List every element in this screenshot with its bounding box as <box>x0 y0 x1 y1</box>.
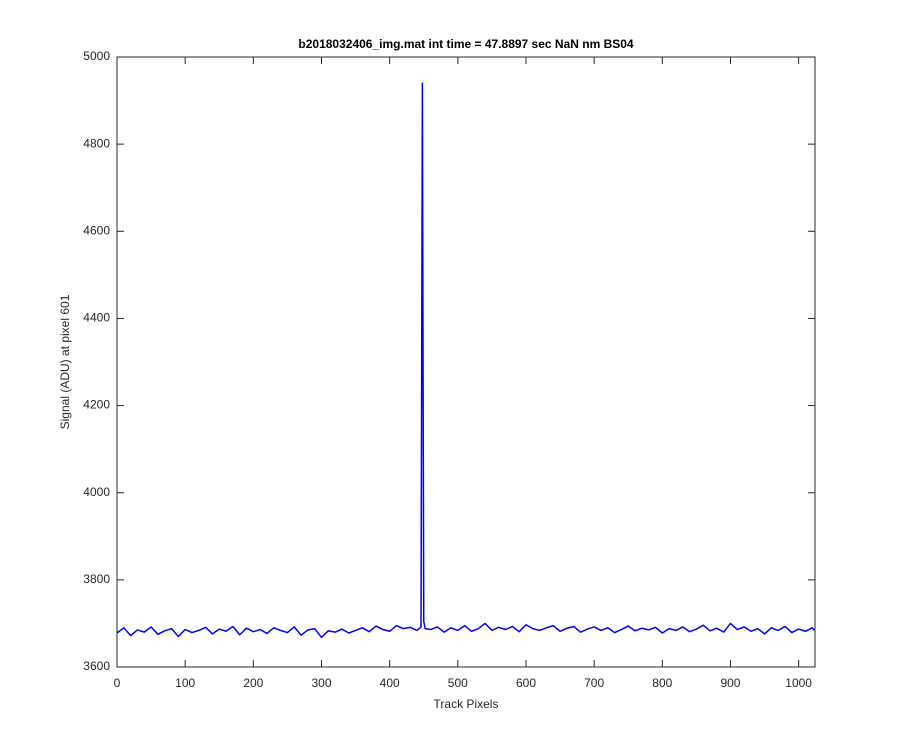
x-tick-label: 0 <box>114 676 121 690</box>
x-axis-label: Track Pixels <box>434 697 499 711</box>
x-tick-label: 700 <box>584 676 604 690</box>
x-tick-label: 500 <box>448 676 468 690</box>
y-tick-label: 4800 <box>83 136 110 150</box>
x-tick-label: 100 <box>175 676 195 690</box>
y-axis-label: Signal (ADU) at pixel 601 <box>58 294 72 429</box>
chart-title: b2018032406_img.mat int time = 47.8897 s… <box>298 37 634 51</box>
x-tick-label: 900 <box>720 676 740 690</box>
y-tick-label: 4200 <box>83 398 110 412</box>
x-tick-label: 200 <box>243 676 263 690</box>
y-tick-label: 4000 <box>83 485 110 499</box>
x-tick-label: 300 <box>311 676 331 690</box>
x-tick-label: 600 <box>516 676 536 690</box>
x-tick-label: 1000 <box>785 676 812 690</box>
y-tick-label: 3800 <box>83 572 110 586</box>
y-tick-label: 4600 <box>83 223 110 237</box>
data-line <box>116 82 815 639</box>
x-tick-label: 800 <box>652 676 672 690</box>
y-tick-label: 3600 <box>83 659 110 673</box>
y-tick-label: 5000 <box>83 49 110 63</box>
plot-frame <box>116 56 816 668</box>
y-tick-label: 4400 <box>83 311 110 325</box>
x-tick-label: 400 <box>380 676 400 690</box>
